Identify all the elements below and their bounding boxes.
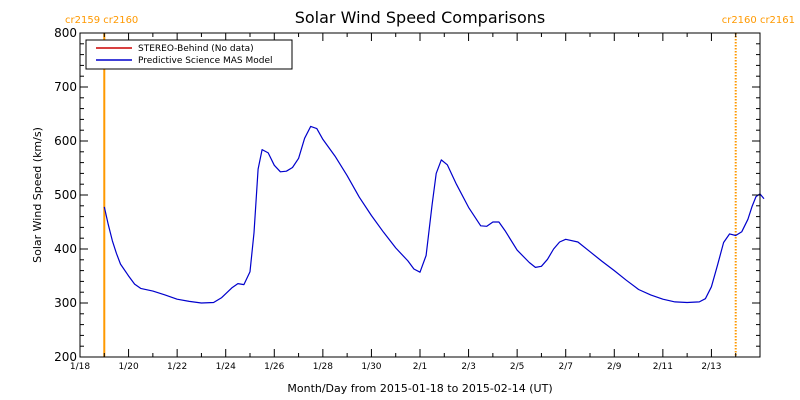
y-tick-label: 200 (54, 350, 77, 364)
y-tick-label: 800 (54, 26, 77, 40)
legend: STEREO-Behind (No data) Predictive Scien… (85, 39, 293, 70)
x-tick-label: 2/3 (461, 362, 475, 372)
chart-title: Solar Wind Speed Comparisons (295, 8, 546, 27)
y-tick-label: 300 (54, 296, 77, 310)
x-tick-label: 2/9 (607, 362, 622, 372)
x-axis-label: Month/Day from 2015-01-18 to 2015-02-14 … (287, 382, 552, 395)
x-tick-label: 1/22 (167, 362, 187, 372)
x-tick-label: 1/24 (216, 362, 236, 372)
legend-box (85, 39, 293, 70)
x-tick-label: 2/13 (701, 362, 721, 372)
x-axis: 1/18 1/20 1/22 1/24 1/26 1/28 1/30 2/1 2/3 2/5 2/7… (70, 33, 737, 372)
x-tick-label: 1/18 (70, 362, 90, 372)
y-tick-label: 700 (54, 80, 77, 94)
series-line-mas-model (103, 125, 765, 304)
y-tick-label: 600 (54, 134, 77, 148)
carrington-marker-label-0: cr2159 cr2160 (65, 15, 138, 26)
legend-label-stereo-behind: STEREO-Behind (No data) (138, 44, 254, 54)
x-tick-label: 2/7 (558, 362, 572, 372)
series-layer (103, 125, 765, 304)
x-tick-label: 1/26 (264, 362, 284, 372)
x-tick-label: 1/30 (361, 362, 381, 372)
y-tick-label: 400 (54, 242, 77, 256)
x-tick-label: 1/28 (313, 362, 333, 372)
x-tick-label: 2/11 (653, 362, 673, 372)
plot-frame (79, 32, 761, 358)
x-tick-label: 1/20 (118, 362, 138, 372)
y-axis-label: Solar Wind Speed (km/s) (31, 127, 44, 263)
carrington-marker-label-1: cr2160 cr2161 (722, 15, 795, 26)
y-axis: 200 300 400 500 600 700 800 (54, 26, 760, 364)
x-tick-label: 2/5 (510, 362, 524, 372)
legend-label-mas-model: Predictive Science MAS Model (138, 56, 273, 66)
y-tick-label: 500 (54, 188, 77, 202)
x-tick-label: 2/1 (413, 362, 427, 372)
carrington-markers: cr2159 cr2160 cr2160 cr2161 (65, 15, 795, 357)
